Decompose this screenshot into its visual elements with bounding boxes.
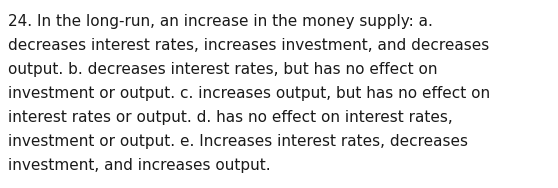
Text: investment, and increases output.: investment, and increases output. (8, 158, 271, 173)
Text: interest rates or output. d. has no effect on interest rates,: interest rates or output. d. has no effe… (8, 110, 453, 125)
Text: 24. In the long-run, an increase in the money supply: a.: 24. In the long-run, an increase in the … (8, 14, 433, 29)
Text: investment or output. e. Increases interest rates, decreases: investment or output. e. Increases inter… (8, 134, 468, 149)
Text: investment or output. c. increases output, but has no effect on: investment or output. c. increases outpu… (8, 86, 490, 101)
Text: decreases interest rates, increases investment, and decreases: decreases interest rates, increases inve… (8, 38, 489, 53)
Text: output. b. decreases interest rates, but has no effect on: output. b. decreases interest rates, but… (8, 62, 437, 77)
